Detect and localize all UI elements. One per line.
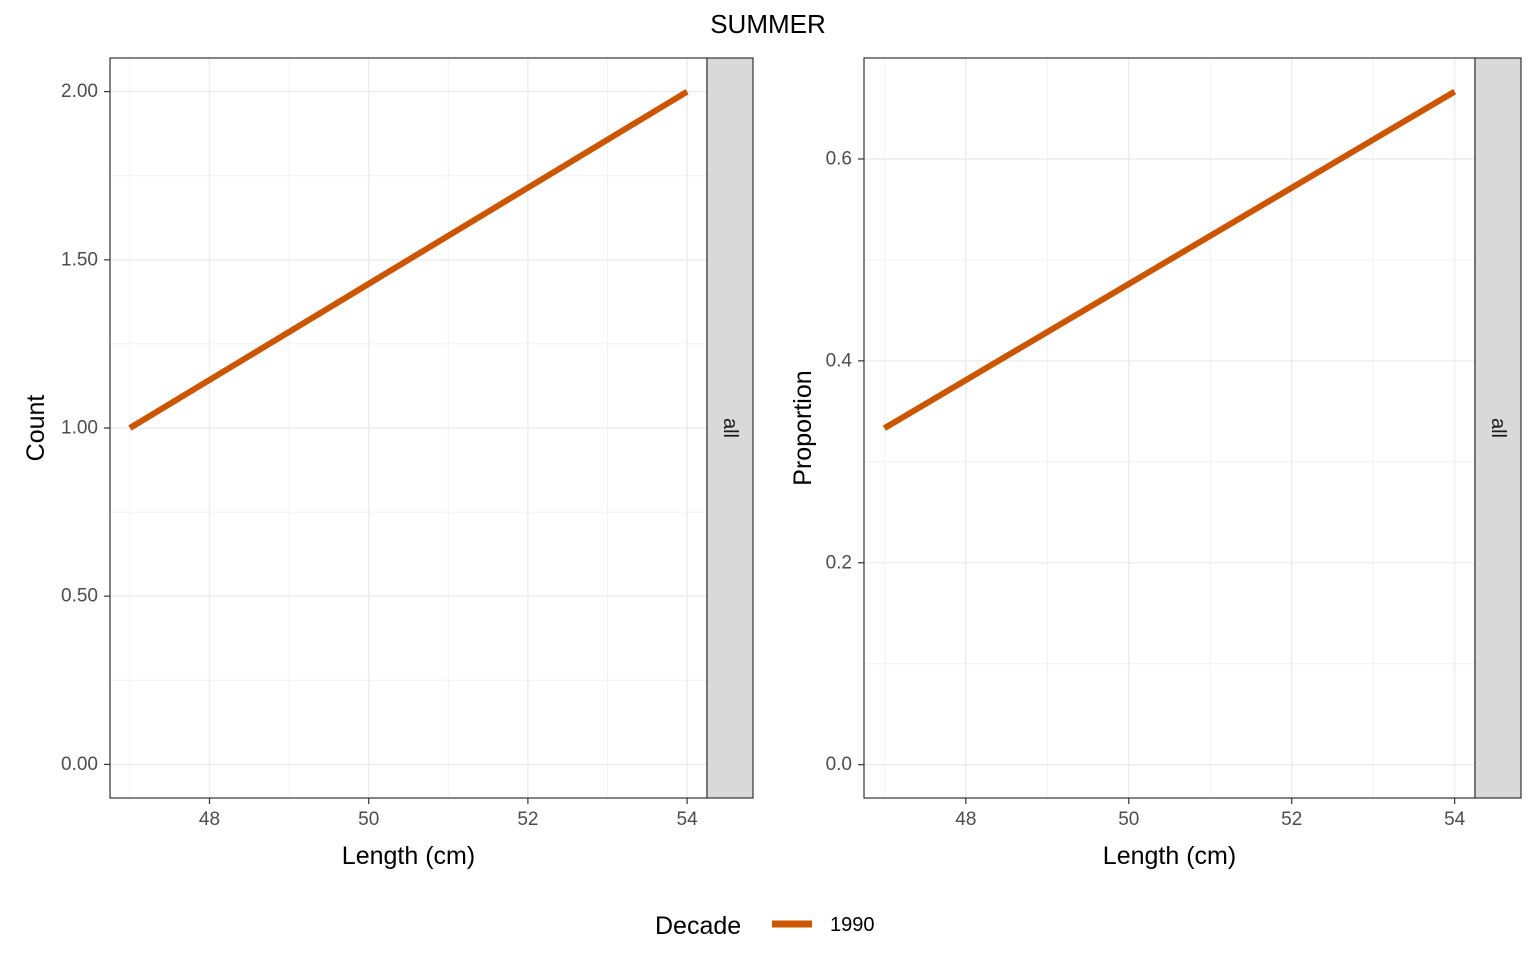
legend-title: Decade — [655, 912, 741, 940]
facet-strip — [1474, 57, 1522, 799]
series-line-1990 — [882, 89, 1457, 431]
x-tick-label: 48 — [955, 809, 976, 830]
facet-strip-label: all — [719, 418, 741, 438]
proportion-panel: all 0.0 0.2 0.4 0.6 48 50 52 54 Length (cm) Propor… — [789, 57, 1522, 870]
facet-strip-label: all — [1487, 418, 1509, 438]
y-axis-title: Proportion — [789, 370, 817, 485]
y-tick-label: 0.50 — [61, 586, 98, 607]
count-panel: all 0.00 0.50 1.00 1.50 2.00 48 50 52 54 Length (c… — [22, 57, 754, 870]
y-tick-label: 1.00 — [61, 418, 98, 439]
x-tick-label: 48 — [199, 809, 220, 830]
x-axis-title: Length (cm) — [342, 842, 475, 870]
y-tick-label: 0.4 — [826, 350, 853, 371]
y-tick-label: 0.6 — [826, 148, 852, 169]
x-tick-label: 50 — [358, 809, 379, 830]
legend: Decade 1990 — [655, 912, 875, 940]
y-axis-title: Count — [22, 395, 50, 462]
plot-background — [864, 58, 1475, 798]
x-axis-title: Length (cm) — [1103, 842, 1236, 870]
series-line-1990 — [128, 89, 689, 431]
x-tick-label: 50 — [1118, 809, 1139, 830]
x-tick-label: 52 — [1281, 809, 1302, 830]
y-tick-label: 1.50 — [61, 249, 98, 270]
y-tick-label: 0.2 — [826, 552, 852, 573]
x-tick-label: 52 — [517, 809, 538, 830]
facet-strip — [706, 57, 754, 799]
x-tick-label: 54 — [1444, 809, 1466, 830]
y-tick-label: 0.0 — [826, 754, 852, 775]
y-tick-label: 0.00 — [61, 754, 98, 775]
legend-label-1990: 1990 — [830, 914, 875, 936]
figure-title: SUMMER — [710, 9, 826, 39]
y-tick-label: 2.00 — [61, 81, 98, 102]
x-tick-label: 54 — [677, 809, 699, 830]
